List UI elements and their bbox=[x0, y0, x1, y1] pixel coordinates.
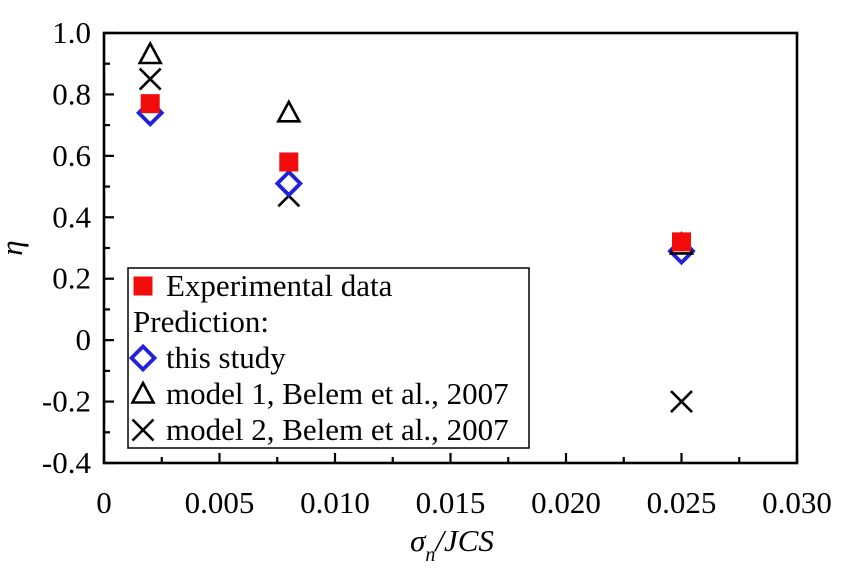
y-tick-label: 0.4 bbox=[52, 199, 91, 234]
axis-ticks bbox=[102, 31, 799, 465]
x-tick-label: 0.010 bbox=[300, 485, 370, 520]
marker-model1 bbox=[137, 40, 163, 65]
legend-label-model2: model 2, Belem et al., 2007 bbox=[166, 412, 509, 447]
legend-marker-this_study bbox=[128, 343, 158, 373]
x-tick-label: 0.015 bbox=[416, 485, 486, 520]
marker-model2 bbox=[670, 390, 693, 413]
x-axis-title: σn/JCS bbox=[410, 523, 494, 566]
legend-header: Prediction: bbox=[133, 304, 269, 339]
marker-model2 bbox=[138, 67, 162, 91]
x-tick-label: 0.025 bbox=[647, 485, 717, 520]
y-tick-label: 0.8 bbox=[52, 76, 91, 111]
y-axis-title: η bbox=[0, 240, 29, 255]
x-tick-label: 0.005 bbox=[185, 485, 255, 520]
axis-tick-labels: 0 0.005 0.010 0.015 0.020 0.025 0.030 1.0 0.8 0.6… bbox=[42, 15, 832, 520]
x-axis-title-subscript: n bbox=[425, 544, 435, 566]
x-axis-title-symbol: σ bbox=[410, 523, 427, 558]
legend-label-experimental: Experimental data bbox=[166, 268, 393, 303]
legend-box bbox=[127, 267, 530, 449]
x-axis-title-suffix: /JCS bbox=[433, 523, 494, 558]
y-tick-label: 1.0 bbox=[52, 15, 91, 50]
legend-marker-experimental bbox=[133, 276, 153, 296]
y-tick-label: -0.4 bbox=[42, 445, 92, 480]
marker-this_study bbox=[274, 169, 303, 198]
plot-frame bbox=[102, 31, 799, 465]
y-tick-label: 0 bbox=[76, 322, 92, 357]
y-tick-label: 0.2 bbox=[52, 261, 91, 296]
y-tick-label: 0.6 bbox=[52, 138, 91, 173]
legend-marker-model2 bbox=[131, 418, 155, 442]
x-tick-label: 0 bbox=[96, 485, 112, 520]
marker-experimental bbox=[672, 232, 691, 252]
data-markers bbox=[136, 40, 696, 413]
marker-experimental bbox=[279, 152, 299, 172]
legend-label-this_study: this study bbox=[166, 340, 286, 375]
x-tick-label: 0.020 bbox=[531, 485, 601, 520]
marker-model1 bbox=[276, 99, 302, 123]
y-tick-label: -0.2 bbox=[42, 384, 91, 419]
legend-label-model1: model 1, Belem et al., 2007 bbox=[166, 376, 509, 411]
legend-marker-model1 bbox=[130, 380, 156, 404]
x-tick-label: 0.030 bbox=[762, 485, 832, 520]
marker-experimental bbox=[140, 94, 160, 114]
